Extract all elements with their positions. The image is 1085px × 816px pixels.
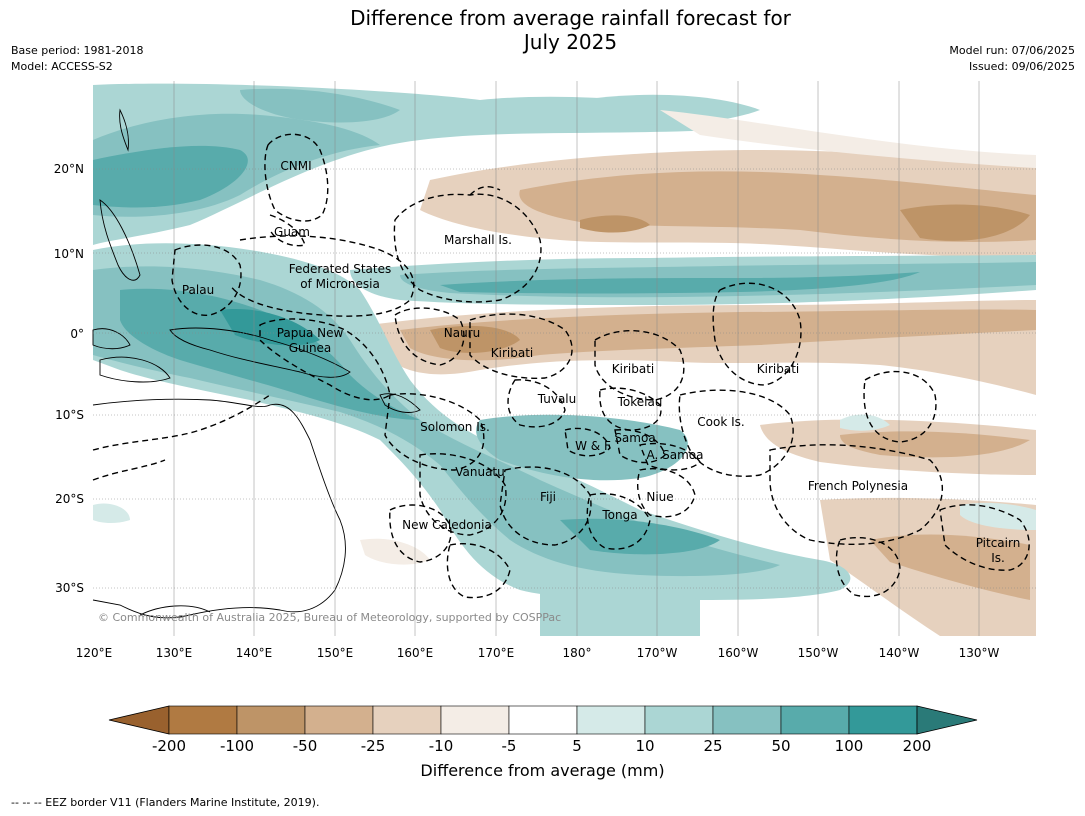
lat-label: 20°N (54, 162, 84, 176)
colorbar-bin (168, 705, 238, 735)
copyright-note: © Commonwealth of Australia 2025, Bureau… (98, 611, 561, 624)
colorbar-tick-label: -200 (152, 737, 186, 755)
map-title: Difference from average rainfall forecas… (0, 6, 1085, 54)
colorbar-tick-label: -100 (220, 737, 254, 755)
lon-label: 140°E (236, 646, 273, 660)
place-label-cnmi: CNMI (280, 159, 311, 173)
colorbar-tick-label: 50 (771, 737, 790, 755)
colorbar-tick-label: 200 (903, 737, 932, 755)
place-label-american-samoa: A. Samoa (647, 448, 704, 462)
issued-text: Issued: 09/06/2025 (968, 60, 1075, 73)
place-label-cook: Cook Is. (697, 415, 744, 429)
place-label-tonga: Tonga (601, 508, 637, 522)
place-label-samoa: Samoa (614, 431, 655, 445)
eez-borders (92, 133, 1030, 599)
title-line-2: July 2025 (523, 30, 618, 54)
lat-label: 30°S (55, 581, 84, 595)
colorbar-bin (848, 705, 918, 735)
place-label-marshall: Marshall Is. (444, 233, 512, 247)
colorbar-tick-label: -50 (293, 737, 318, 755)
place-label-tokelau: Tokelau (617, 395, 663, 409)
place-label-palau: Palau (182, 283, 214, 297)
lon-label: 150°W (798, 646, 839, 660)
lon-label: 130°W (959, 646, 1000, 660)
colorbar-bin (372, 705, 442, 735)
lon-label: 150°E (317, 646, 354, 660)
lon-label: 140°W (879, 646, 920, 660)
lon-label: 120°E (76, 646, 113, 660)
place-label-solomon: Solomon Is. (420, 420, 490, 434)
colorbar-tick-label: -10 (429, 737, 454, 755)
colorbar-extend-low (108, 705, 170, 735)
lon-axis: 120°E 130°E 140°E 150°E 160°E 170°E 180°… (76, 646, 1000, 660)
colorbar-bin (508, 705, 578, 735)
lon-label: 160°W (718, 646, 759, 660)
lat-axis: 20°N 10°N 0° 10°S 20°S 30°S (54, 162, 84, 595)
lat-label: 20°S (55, 492, 84, 506)
lat-label: 10°N (54, 247, 84, 261)
colorbar-bin (440, 705, 510, 735)
colorbar-tick-label: 100 (835, 737, 864, 755)
grid-lines (93, 81, 1036, 636)
place-label-png-2: Guinea (289, 341, 332, 355)
lon-label: 180° (563, 646, 592, 660)
lon-label: 130°E (156, 646, 193, 660)
colorbar-tick-label: 10 (635, 737, 654, 755)
model-text: Model: ACCESS-S2 (11, 60, 113, 73)
colorbar-tick-label: -5 (502, 737, 517, 755)
lon-label: 160°E (397, 646, 434, 660)
colorbar-bin (304, 705, 374, 735)
lat-label: 0° (70, 327, 84, 341)
colorbar-bin (236, 705, 306, 735)
place-label-fiji: Fiji (540, 490, 556, 504)
place-label-vanuatu: Vanuatu (455, 465, 505, 479)
land-outlines (92, 108, 421, 619)
colorbar: -200 -100 -50 -25 -10 -5 5 10 25 50 100 200 (108, 705, 978, 755)
place-label-new-caledonia: New Caledonia (402, 518, 492, 532)
place-label-tuvalu: Tuvalu (537, 392, 577, 406)
place-label-kiribati-1: Kiribati (491, 346, 533, 360)
place-label-fsm-1: Federated States (289, 262, 391, 276)
colorbar-tick-label: 5 (572, 737, 582, 755)
lat-label: 10°S (55, 408, 84, 422)
colorbar-bin (712, 705, 782, 735)
run-info-left: Base period: 1981-2018 Model: ACCESS-S2 (11, 43, 143, 75)
lon-label: 170°E (478, 646, 515, 660)
rainfall-fields (93, 83, 1036, 636)
place-label-wallis-futuna: W & F (575, 439, 611, 453)
map-area: CNMI Guam Marshall Is. Federated States … (92, 81, 1036, 636)
place-label-pitcairn-2: Is. (991, 551, 1005, 565)
colorbar-title: Difference from average (mm) (420, 761, 665, 780)
place-label-kiribati-2: Kiribati (612, 362, 654, 376)
place-label-pitcairn-1: Pitcairn (976, 536, 1021, 550)
colorbar-tick-label: -25 (361, 737, 386, 755)
eez-footnote: -- -- -- EEZ border V11 (Flanders Marine… (11, 796, 320, 809)
colorbar-extend-high (916, 705, 978, 735)
lon-label: 170°W (637, 646, 678, 660)
colorbar-bin (780, 705, 850, 735)
place-label-guam: Guam (274, 225, 310, 239)
place-label-nauru: Nauru (444, 326, 480, 340)
run-info-right: Model run: 07/06/2025 Issued: 09/06/2025 (949, 43, 1075, 75)
place-labels: CNMI Guam Marshall Is. Federated States … (182, 159, 1020, 565)
colorbar-bin (644, 705, 714, 735)
place-label-niue: Niue (646, 490, 673, 504)
place-label-french-polynesia: French Polynesia (808, 479, 908, 493)
place-label-png-1: Papua New (277, 326, 344, 340)
place-label-fsm-2: of Micronesia (300, 277, 380, 291)
place-label-kiribati-3: Kiribati (757, 362, 799, 376)
colorbar-bin (576, 705, 646, 735)
title-line-1: Difference from average rainfall forecas… (350, 6, 791, 30)
model-run-text: Model run: 07/06/2025 (949, 44, 1075, 57)
colorbar-tick-label: 25 (703, 737, 722, 755)
base-period-text: Base period: 1981-2018 (11, 44, 144, 57)
